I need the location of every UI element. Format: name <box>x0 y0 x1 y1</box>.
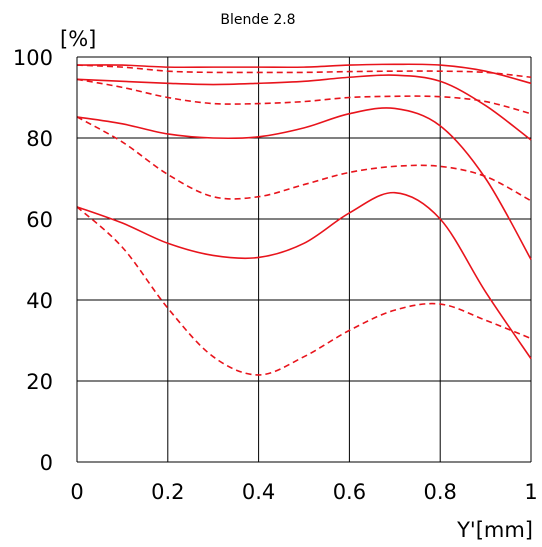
plot-frame <box>76 57 531 463</box>
series-1-solid-line <box>76 63 532 85</box>
x-tick-label-2: 0.4 <box>242 480 275 504</box>
y-tick-label-3: 60 <box>26 208 53 232</box>
x-axis-label: Y'[mm] <box>456 518 533 542</box>
y-tick-label-1: 20 <box>26 370 53 394</box>
y-tick-labels: 0 20 40 60 80 100 <box>13 46 53 475</box>
x-tick-labels: 0 0.2 0.4 0.6 0.8 1 <box>70 480 537 504</box>
x-tick-label-5: 1 <box>524 480 537 504</box>
y-axis-label: [%] <box>60 27 96 51</box>
y-tick-label-2: 40 <box>26 289 53 313</box>
x-tick-label-4: 0.8 <box>423 480 456 504</box>
chart-title: Blende 2.8 <box>220 12 295 28</box>
series-4-dashed-line <box>76 78 532 115</box>
grid-lines <box>76 56 532 463</box>
series-group <box>76 63 532 376</box>
x-tick-label-3: 0.6 <box>333 480 366 504</box>
y-tick-label-4: 80 <box>26 127 53 151</box>
series-8-dashed-line <box>76 206 532 376</box>
series-5-solid-line <box>76 107 532 260</box>
series-6-dashed-line <box>76 116 532 202</box>
series-3-solid-line <box>76 74 532 141</box>
y-tick-label-5: 100 <box>13 46 53 70</box>
x-tick-label-1: 0.2 <box>151 480 184 504</box>
series-7-solid-line <box>76 191 532 360</box>
y-tick-label-0: 0 <box>40 451 53 475</box>
x-tick-label-0: 0 <box>70 480 83 504</box>
